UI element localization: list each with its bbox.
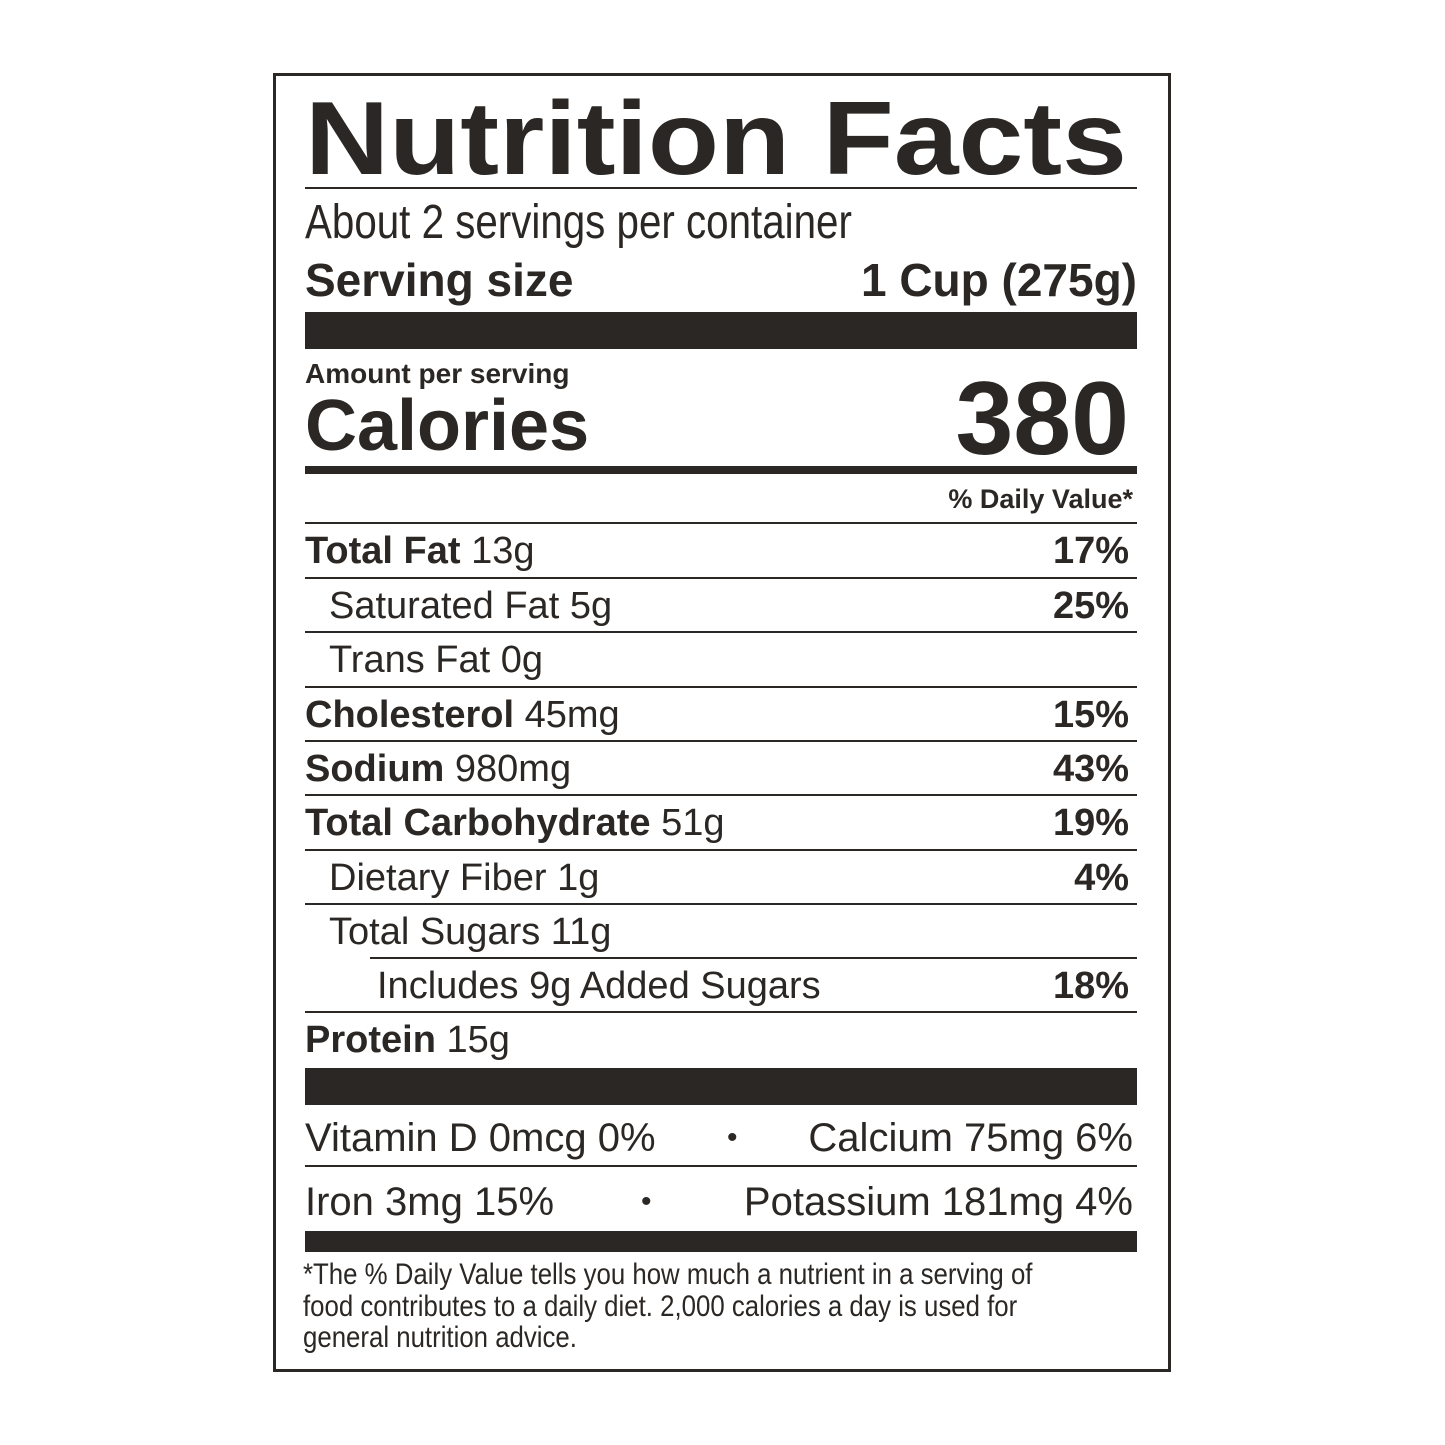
- nutrient-name-group: Sodium 980mg: [305, 742, 571, 796]
- nutrient-amount: 15g: [446, 1019, 510, 1061]
- nutrient-name: Trans Fat: [329, 639, 491, 681]
- divider: [305, 577, 1137, 579]
- nutrient-name: Saturated Fat: [329, 585, 560, 627]
- calories-value: 380: [955, 361, 1129, 477]
- footnote-line: food contributes to a daily diet. 2,000 …: [303, 1289, 1018, 1323]
- micronutrient-row-1: Vitamin D 0mcg 0% • Calcium 75mg 6%: [305, 1112, 1137, 1164]
- amount-per-serving: Amount per serving: [305, 358, 570, 389]
- nutrient-name: Includes 9g Added Sugars: [377, 965, 821, 1007]
- daily-value-header: % Daily Value*: [948, 484, 1133, 514]
- divider: [305, 1165, 1137, 1167]
- calories-label: Calories: [305, 386, 590, 466]
- nutrient-name-group: Total Sugars 11g: [305, 905, 611, 959]
- label-title: Nutrition Facts: [305, 84, 1127, 194]
- iron: Iron 3mg 15%: [305, 1180, 555, 1224]
- nutrient-row: Trans Fat 0g: [305, 633, 1137, 687]
- nutrient-row: Total Carbohydrate 51g 19%: [305, 796, 1137, 850]
- footnote-line: *The % Daily Value tells you how much a …: [303, 1258, 1033, 1291]
- calcium: Calcium 75mg 6%: [808, 1116, 1133, 1160]
- daily-value-percent: 25%: [1052, 585, 1129, 627]
- nutrient-amount: 51g: [661, 802, 725, 844]
- nutrient-row: Total Fat 13g 17%: [305, 524, 1137, 578]
- micronutrient-row-2: Iron 3mg 15% • Potassium 181mg 4%: [305, 1176, 1137, 1228]
- nutrient-name-group: Saturated Fat 5g: [305, 579, 612, 633]
- daily-value-percent: 43%: [1052, 748, 1129, 790]
- servings-per-container: About 2 servings per container: [305, 196, 956, 250]
- servings-text: About 2 servings per container: [305, 196, 852, 249]
- divider: [305, 522, 1137, 524]
- daily-value-percent: 17%: [1052, 530, 1129, 572]
- nutrient-amount: 980mg: [454, 748, 572, 790]
- nutrient-amount: 45mg: [524, 694, 620, 736]
- nutrient-name-group: Cholesterol 45mg: [305, 688, 620, 742]
- divider: [305, 1011, 1137, 1013]
- divider: [305, 686, 1137, 688]
- daily-value-percent: 15%: [1052, 694, 1129, 736]
- nutrient-name: Total Fat: [305, 530, 461, 572]
- title-text: Nutrition Facts: [305, 81, 1127, 197]
- bottom-bar: [305, 1231, 1137, 1252]
- nutrient-row: Protein 15g: [305, 1013, 1137, 1067]
- nutrient-name: Total Carbohydrate: [305, 802, 651, 844]
- divider: [370, 957, 1137, 959]
- nutrient-row: Sodium 980mg 43%: [305, 742, 1137, 796]
- footnote-line: general nutrition advice.: [303, 1321, 577, 1354]
- nutrient-amount: 1g: [557, 857, 600, 899]
- vitamin-d: Vitamin D 0mcg 0%: [305, 1116, 656, 1160]
- divider: [305, 794, 1137, 796]
- nutrient-name: Sodium: [305, 748, 445, 790]
- nutrient-row: Saturated Fat 5g 25%: [305, 579, 1137, 633]
- divider: [305, 740, 1137, 742]
- bullet-separator: •: [641, 1185, 652, 1218]
- nutrient-name-group: Dietary Fiber 1g: [305, 851, 599, 905]
- nutrient-name: Dietary Fiber: [329, 857, 547, 899]
- daily-value-percent: 18%: [1052, 965, 1129, 1007]
- nutrient-name-group: Total Fat 13g: [305, 524, 534, 578]
- nutrient-row: Includes 9g Added Sugars 18%: [305, 959, 1137, 1013]
- nutrient-row: Dietary Fiber 1g 4%: [305, 851, 1137, 905]
- divider: [305, 903, 1137, 905]
- nutrient-row: Cholesterol 45mg 15%: [305, 688, 1137, 742]
- thick-bar: [305, 1068, 1137, 1105]
- divider: [305, 631, 1137, 633]
- divider: [305, 849, 1137, 851]
- serving-size-value: 1 Cup (275g): [860, 254, 1137, 306]
- nutrient-amount: 5g: [569, 585, 613, 627]
- potassium: Potassium 181mg 4%: [743, 1180, 1133, 1224]
- nutrient-name: Protein: [305, 1019, 436, 1061]
- nutrient-amount: 11g: [550, 911, 612, 953]
- serving-size-label: Serving size: [305, 254, 574, 306]
- nutrient-name: Total Sugars: [329, 911, 541, 953]
- nutrient-amount: 13g: [471, 530, 535, 572]
- medium-bar: [305, 466, 1137, 474]
- nutrient-name-group: Includes 9g Added Sugars: [305, 959, 821, 1013]
- daily-value-percent: 4%: [1074, 857, 1129, 899]
- nutrient-name-group: Protein 15g: [305, 1013, 510, 1067]
- footnote: *The % Daily Value tells you how much a …: [303, 1259, 1151, 1354]
- daily-value-percent: 19%: [1052, 802, 1129, 844]
- thick-bar: [305, 312, 1137, 349]
- nutrient-name: Cholesterol: [305, 694, 515, 736]
- nutrient-name-group: Trans Fat 0g: [305, 633, 543, 687]
- nutrient-name-group: Total Carbohydrate 51g: [305, 796, 725, 850]
- nutrient-row: Total Sugars 11g: [305, 905, 1137, 959]
- nutrient-amount: 0g: [500, 639, 544, 681]
- bullet-separator: •: [727, 1121, 738, 1154]
- nutrition-facts-label: [273, 73, 1171, 1372]
- divider: [305, 187, 1137, 189]
